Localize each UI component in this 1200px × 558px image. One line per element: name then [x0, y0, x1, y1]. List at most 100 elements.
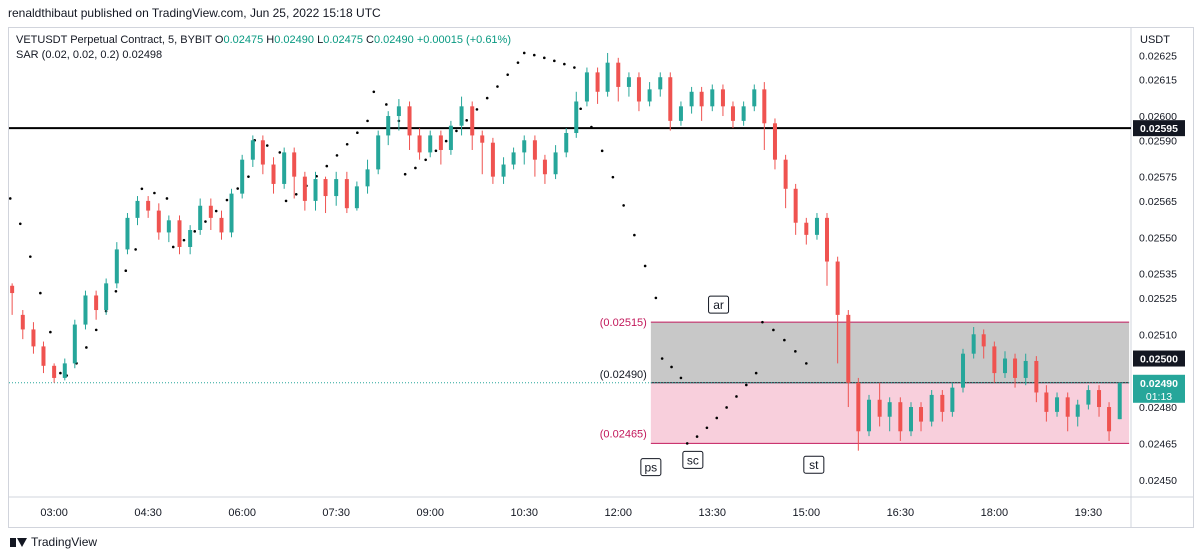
sar-dot: [590, 125, 593, 129]
candle-up: [376, 135, 381, 170]
candle-down: [94, 295, 99, 311]
candle-down: [730, 106, 735, 121]
candle-down: [52, 365, 57, 378]
candle-up: [564, 133, 569, 153]
candle-up: [166, 220, 171, 233]
sar-dot: [403, 172, 407, 176]
candle-down: [20, 314, 25, 330]
sar-dot: [532, 53, 536, 57]
indicator-label[interactable]: SAR (0.02, 0.02, 0.2): [16, 49, 120, 61]
footer-brand[interactable]: TradingView: [10, 535, 97, 549]
sar-dot: [496, 85, 499, 88]
y-tick-label: 0.02575: [1139, 172, 1177, 184]
candle-down: [1044, 392, 1049, 412]
x-tick-label: 03:00: [40, 507, 68, 519]
sar-dot: [754, 371, 758, 375]
candle-up: [313, 179, 318, 201]
high-label: H: [266, 34, 275, 46]
x-tick-label: 09:00: [416, 507, 444, 519]
y-tick-label: 0.02465: [1139, 438, 1177, 450]
sar-dot: [705, 426, 709, 430]
candle-up: [971, 334, 976, 354]
candle-down: [898, 402, 903, 432]
y-tick-label: 0.02565: [1139, 196, 1177, 208]
annotation-box-ar[interactable]: [708, 295, 730, 314]
candle-down: [470, 106, 475, 136]
y-tick-label: 0.02535: [1139, 269, 1177, 281]
candle-down: [940, 394, 945, 412]
candle-down: [532, 140, 537, 160]
candle-down: [772, 123, 777, 160]
x-tick-label: 07:30: [322, 507, 350, 519]
x-tick-label: 19:30: [1075, 507, 1103, 519]
indicator-row: SAR (0.02, 0.02, 0.2) 0.02498: [16, 48, 511, 63]
sar-dot: [165, 197, 169, 200]
candle-up: [83, 295, 88, 325]
symbol-label[interactable]: VETUSDT Perpetual Contract, 5, BYBIT: [16, 34, 212, 46]
sar-dot: [414, 166, 417, 170]
candle-down: [438, 135, 443, 150]
candle-down: [271, 164, 276, 184]
y-tick-label: 0.02450: [1139, 475, 1177, 487]
candle-down: [595, 72, 600, 92]
candle-down: [1097, 390, 1102, 408]
candle-up: [448, 125, 453, 150]
sar-dot: [579, 107, 582, 111]
sar-dot: [325, 164, 329, 168]
sar-dot: [654, 296, 658, 300]
candle-up: [908, 407, 913, 432]
high-value: 0.02490: [274, 34, 315, 46]
sar-dot: [485, 96, 489, 100]
sar-dot: [18, 222, 22, 226]
footer-brand-label: TradingView: [31, 535, 98, 549]
x-tick-label: 04:30: [134, 507, 162, 519]
candle-up: [198, 205, 203, 231]
sar-dot: [685, 442, 689, 445]
candle-up: [511, 152, 516, 165]
candle-down: [824, 217, 829, 262]
range-mid-label: (0.02490): [600, 369, 647, 381]
sar-dot: [356, 131, 359, 135]
candle-down: [804, 222, 809, 235]
open-value: 0.02475: [223, 34, 264, 46]
change-value: +0.00015 (+0.61%): [416, 34, 511, 46]
sar-dot: [39, 291, 42, 295]
candle-up: [386, 116, 391, 136]
countdown-text: 01:13: [1146, 391, 1172, 403]
annotation-ar: ar: [713, 298, 724, 312]
candle-up: [710, 89, 715, 107]
candle-down: [992, 346, 997, 374]
annotation-box-sc[interactable]: [682, 450, 704, 469]
annotation-st: st: [809, 458, 819, 472]
candle-up: [1117, 382, 1122, 420]
x-tick-label: 16:30: [887, 507, 915, 519]
x-tick-label: 12:00: [604, 507, 632, 519]
sar-dot: [236, 187, 239, 190]
sar-dot: [424, 158, 427, 162]
candle-up: [354, 186, 359, 209]
sar-dot: [247, 175, 250, 178]
candle-up: [229, 193, 234, 233]
candle-up: [1055, 397, 1060, 412]
sar-dot: [94, 328, 98, 332]
candle-up: [104, 283, 109, 311]
candle-up: [72, 324, 77, 364]
annotation-box-ps[interactable]: [640, 458, 662, 477]
candle-down: [302, 176, 307, 201]
candle-up: [929, 394, 934, 422]
sar-dot: [193, 230, 197, 233]
candle-down: [156, 210, 161, 233]
x-tick-label: 13:30: [699, 507, 727, 519]
close-value: 0.02490: [373, 34, 414, 46]
candle-up: [887, 402, 892, 417]
candle-down: [835, 261, 840, 315]
candle-up: [584, 72, 589, 102]
candle-up: [1023, 360, 1028, 378]
sar-dot: [761, 320, 764, 324]
candle-down: [146, 200, 151, 211]
candle-up: [396, 106, 401, 117]
hline-price-badge: [1133, 120, 1185, 137]
annotation-box-st[interactable]: [803, 455, 825, 474]
open-label: O: [214, 34, 224, 46]
